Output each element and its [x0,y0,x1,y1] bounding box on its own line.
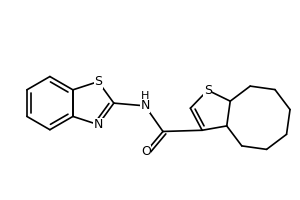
Text: N: N [94,118,103,131]
Text: S: S [94,75,102,88]
Text: O: O [141,145,151,158]
Text: S: S [204,84,212,97]
Text: H: H [141,91,149,101]
Text: N: N [140,99,150,112]
